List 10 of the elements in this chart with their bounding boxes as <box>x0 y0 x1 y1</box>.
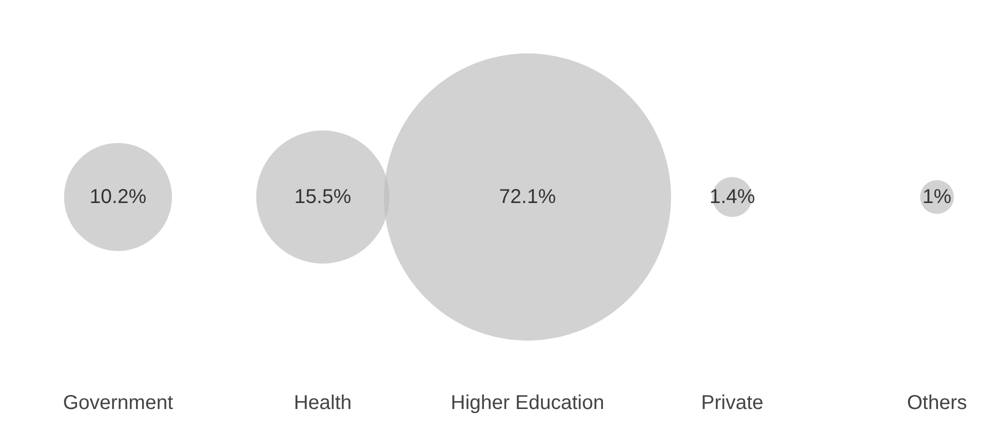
category-label: Health <box>294 392 352 414</box>
data-label: 10.2% <box>90 186 147 208</box>
data-label: 1% <box>922 186 952 208</box>
category-label: Higher Education <box>450 392 604 414</box>
category-label: Government <box>62 392 174 414</box>
category-label: Others <box>906 392 968 414</box>
data-label: 1.4% <box>709 186 756 208</box>
data-label: 15.5% <box>294 186 352 208</box>
category-label: Private <box>701 392 764 414</box>
data-label: 72.1% <box>499 186 556 208</box>
